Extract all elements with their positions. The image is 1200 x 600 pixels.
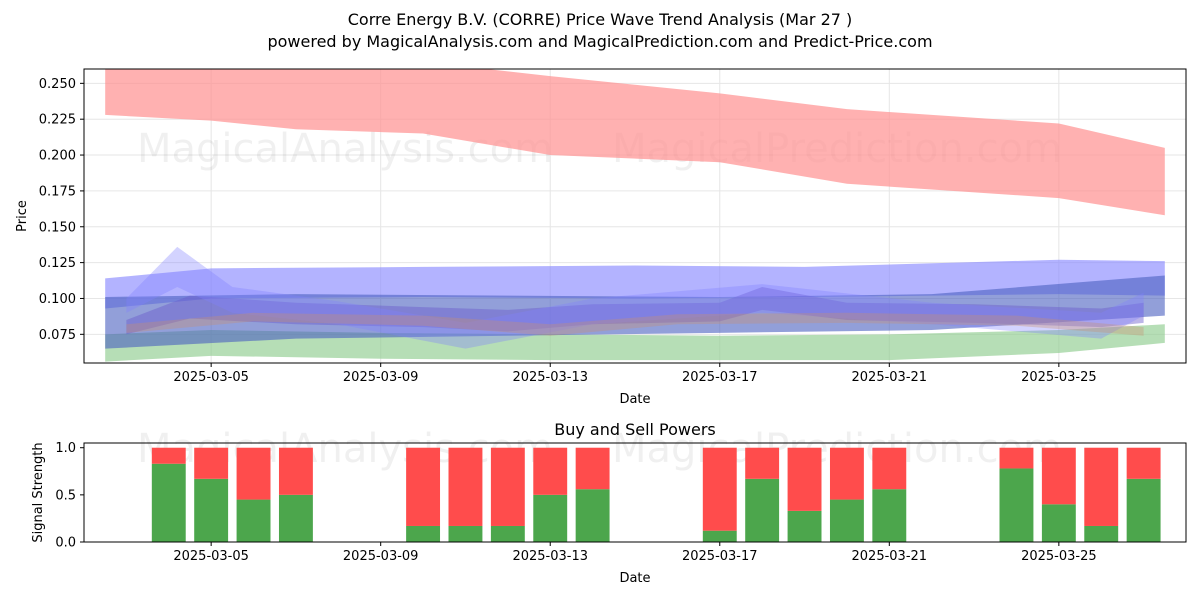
buy-bar — [236, 499, 271, 542]
chart-title: Corre Energy B.V. (CORRE) Price Wave Tre… — [347, 10, 853, 29]
x-tick-label: 2025-03-05 — [173, 370, 249, 385]
y-tick-label: 0.150 — [39, 220, 76, 235]
sell-bar — [1126, 447, 1161, 479]
buy-bar — [1084, 525, 1119, 542]
sell-bar — [151, 447, 186, 464]
sell-bar — [575, 447, 610, 490]
x-tick-label: 2025-03-13 — [512, 370, 588, 385]
bars-frame — [83, 442, 1187, 543]
bands-group — [105, 69, 1165, 362]
sell-bar — [702, 447, 737, 531]
buy-bar — [490, 525, 525, 542]
bars-x-tick-label: 2025-03-25 — [1021, 549, 1097, 564]
bars-x-tick-label: 2025-03-17 — [682, 549, 758, 564]
sell-bar — [406, 447, 441, 526]
buy-bar — [406, 525, 441, 542]
sell-bar — [787, 447, 822, 511]
price-band — [126, 286, 1144, 335]
sell-bar — [1041, 447, 1076, 505]
sell-bar — [533, 447, 568, 495]
price-band — [105, 69, 1165, 216]
y-tick-label: 0.250 — [39, 77, 76, 92]
y-tick-label: 0.225 — [39, 113, 76, 128]
bars-title: Buy and Sell Powers — [554, 420, 716, 439]
buy-bar — [829, 499, 864, 542]
buy-bar — [745, 478, 780, 542]
buy-bar — [151, 463, 186, 542]
sell-bar — [448, 447, 483, 526]
sell-bar — [829, 447, 864, 500]
sell-bar — [999, 447, 1034, 469]
bars-y-axis-label: Signal Strength — [31, 442, 46, 542]
sell-bar — [490, 447, 525, 526]
bars-x-axis-label: Date — [619, 571, 650, 586]
bars-x-tick-label: 2025-03-13 — [512, 549, 588, 564]
x-tick-label: 2025-03-17 — [682, 370, 758, 385]
buy-bar — [872, 489, 907, 542]
buy-bar — [702, 530, 737, 542]
y-tick-label: 0.100 — [39, 292, 76, 307]
y-tick-label: 0.175 — [39, 184, 76, 199]
y-tick-label: 0.125 — [39, 256, 76, 271]
sell-bar — [1084, 447, 1119, 526]
x-tick-label: 2025-03-09 — [343, 370, 419, 385]
plot-frame — [83, 68, 1187, 364]
bars-y-tick-label: 0.5 — [55, 488, 76, 503]
price-band — [126, 312, 1144, 336]
buy-bar — [448, 525, 483, 542]
x-axis-label: Date — [619, 392, 650, 407]
y-tick-label: 0.200 — [39, 149, 76, 164]
sell-bar — [872, 447, 907, 490]
buy-bar — [278, 494, 313, 542]
chart-subtitle: powered by MagicalAnalysis.com and Magic… — [267, 32, 933, 51]
sell-bar — [745, 447, 780, 479]
y-axis-label: Price — [15, 200, 30, 232]
bars-x-tick-label: 2025-03-09 — [343, 549, 419, 564]
sell-bar — [278, 447, 313, 495]
price-band — [105, 275, 1165, 349]
y-tick-label: 0.075 — [39, 328, 76, 343]
x-tick-label: 2025-03-25 — [1021, 370, 1097, 385]
buy-bar — [1041, 504, 1076, 542]
bars-x-tick-label: 2025-03-05 — [173, 549, 249, 564]
bars-x-tick-label: 2025-03-21 — [852, 549, 928, 564]
bars-y-tick-label: 1.0 — [55, 441, 76, 456]
buy-bar — [1126, 478, 1161, 542]
sell-bar — [194, 447, 229, 479]
buy-bar — [575, 489, 610, 542]
sell-bar — [236, 447, 271, 500]
buy-bar — [194, 478, 229, 542]
buy-bar — [787, 510, 822, 542]
buy-bar — [533, 494, 568, 542]
price-band — [126, 246, 1144, 349]
x-tick-label: 2025-03-21 — [852, 370, 928, 385]
buy-bar — [999, 468, 1034, 542]
bars-y-tick-label: 0.0 — [55, 536, 76, 551]
